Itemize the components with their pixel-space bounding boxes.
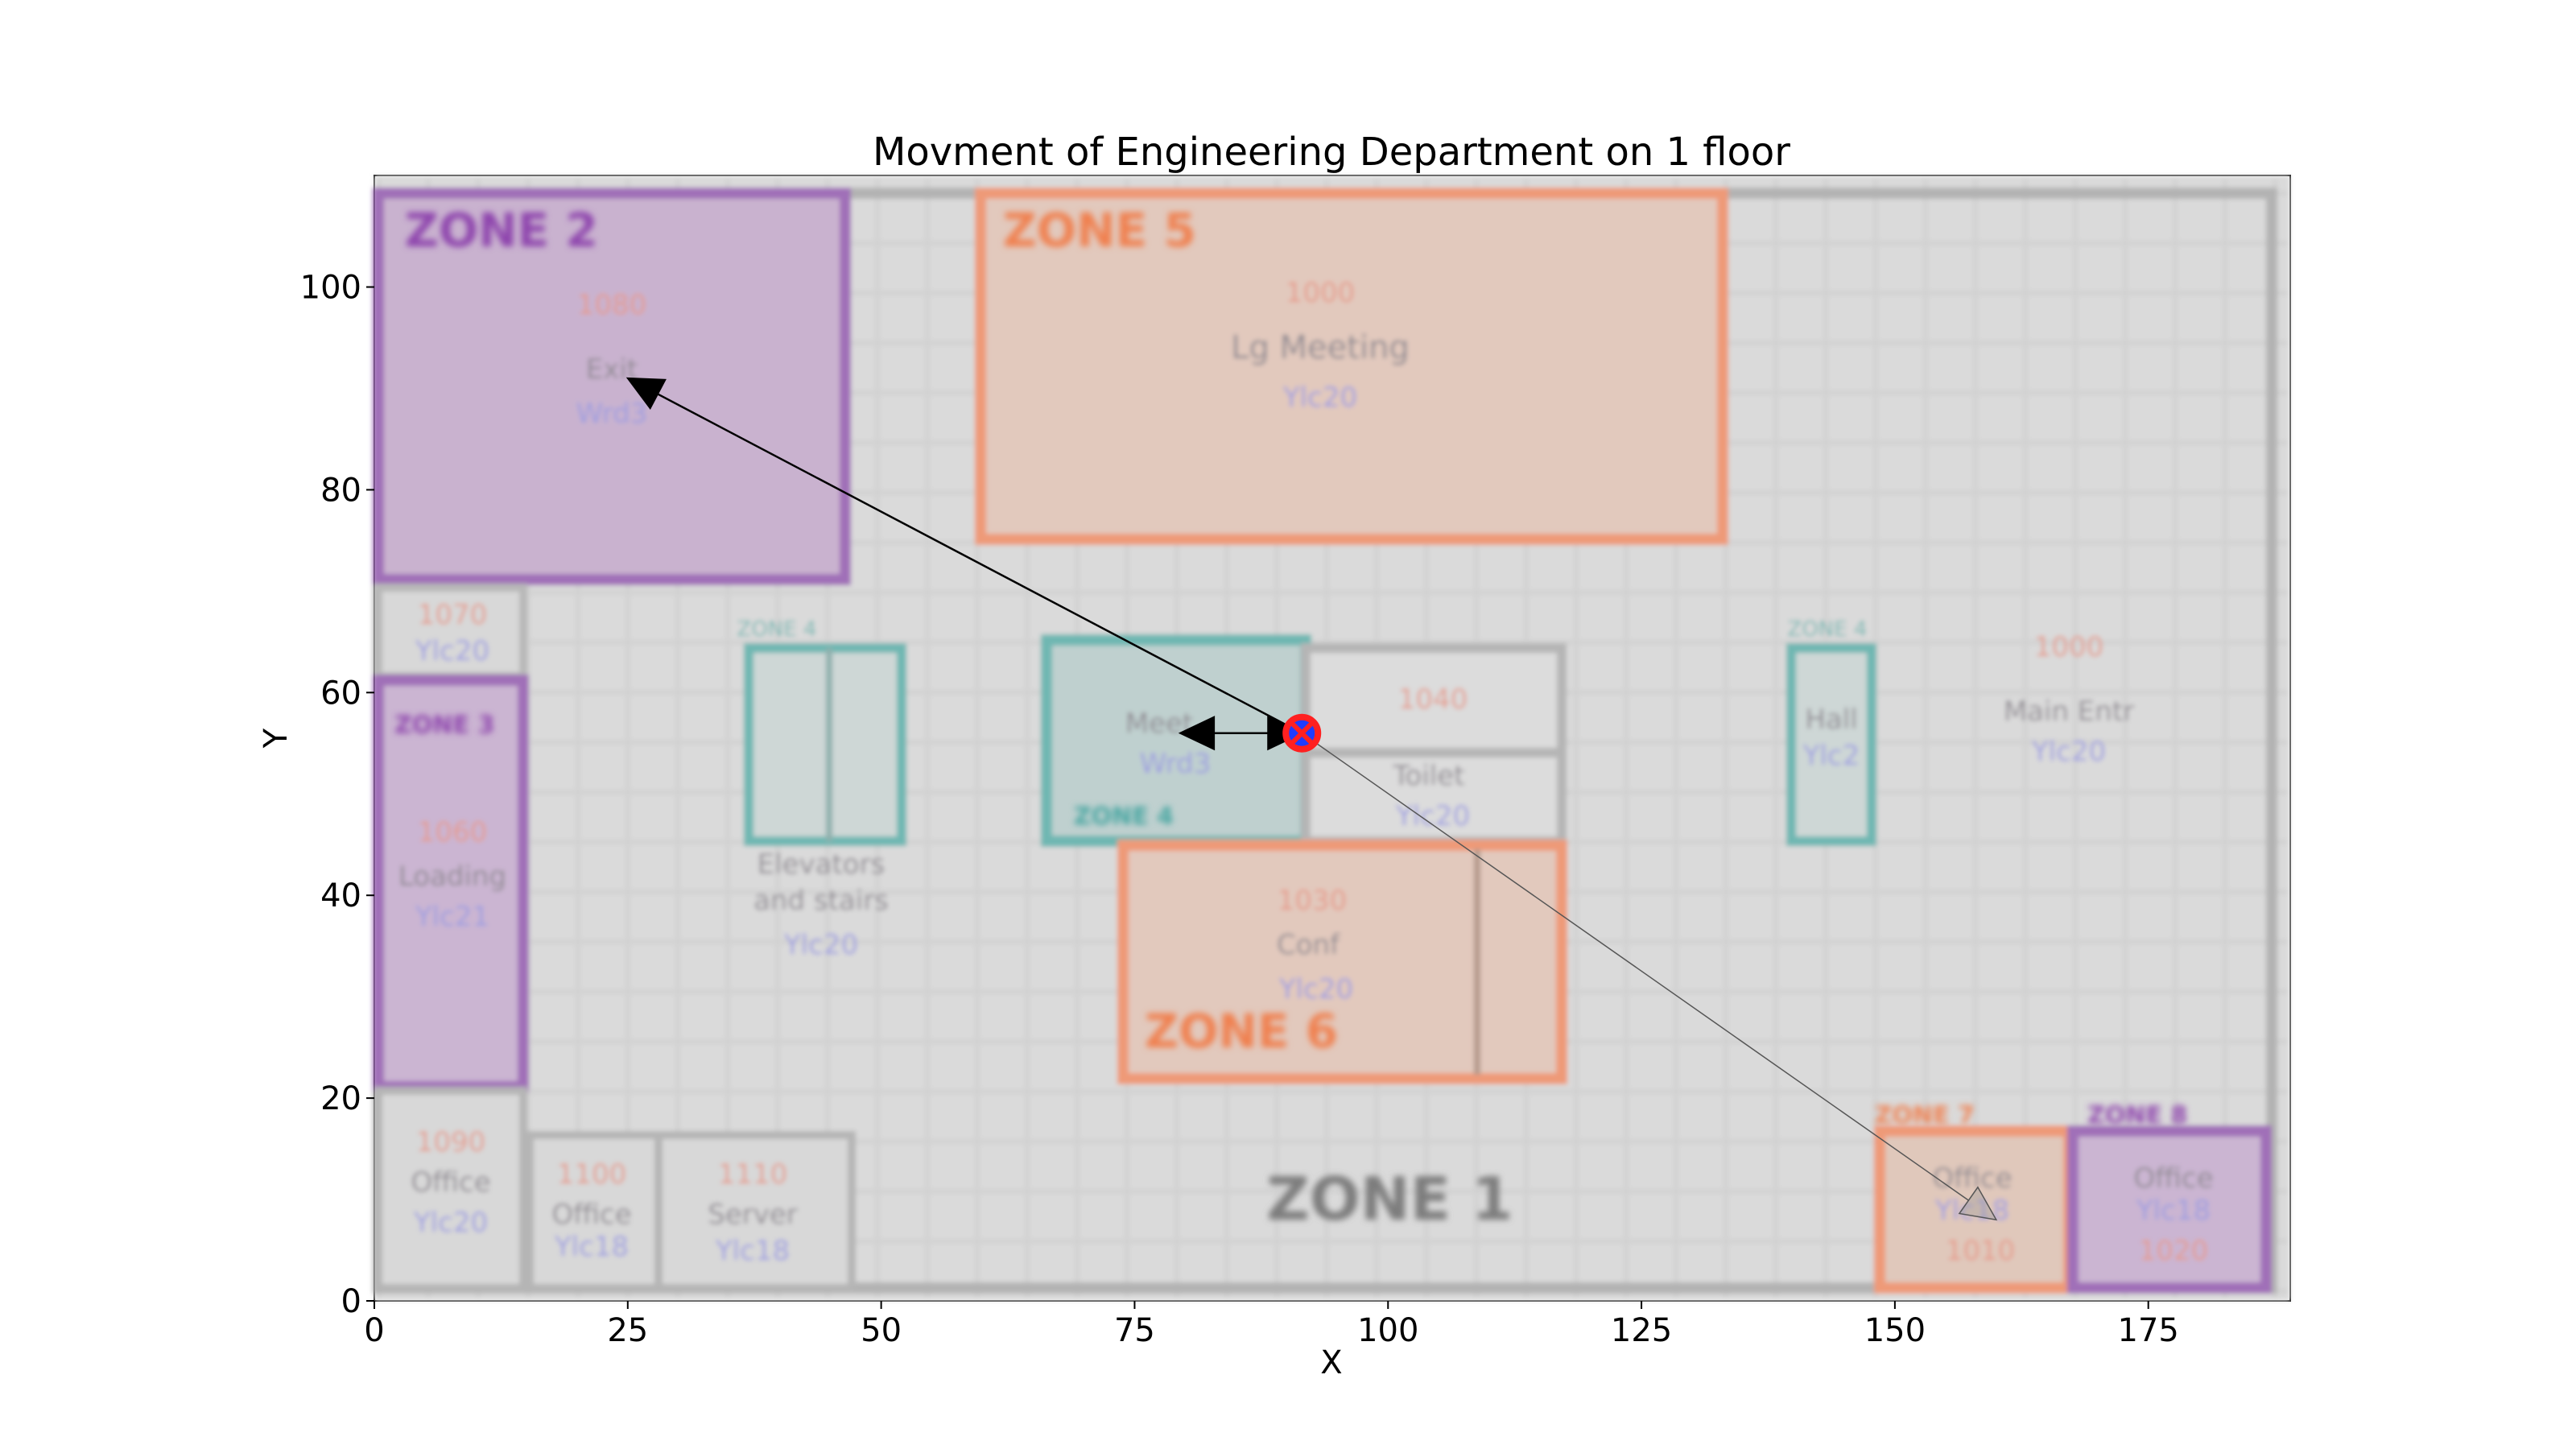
movement-arrow: [1301, 733, 1998, 1221]
chart-title: Movment of Engineering Department on 1 f…: [873, 130, 1790, 175]
x-tick-label: 100: [1357, 1312, 1418, 1349]
svg-text:1090: 1090: [416, 1126, 486, 1158]
svg-text:1110: 1110: [718, 1158, 788, 1191]
x-axis: 0 25 50 75 100 125 150 175: [364, 1301, 2179, 1349]
svg-text:1000: 1000: [1286, 277, 1356, 309]
svg-text:Ylc20: Ylc20: [1278, 973, 1353, 1005]
y-tick-label: 60: [320, 675, 361, 712]
zone-label: ZONE 8: [2087, 1102, 2187, 1130]
zone-label: ZONE 6: [1145, 1004, 1338, 1059]
svg-text:1010: 1010: [1946, 1235, 2016, 1267]
zone-label: ZONE 5: [1003, 203, 1196, 258]
zone-label: ZONE 7: [1875, 1102, 1975, 1130]
x-tick-label: 25: [607, 1312, 648, 1349]
svg-text:1020: 1020: [2139, 1235, 2209, 1267]
svg-text:Ylc18: Ylc18: [2136, 1195, 2211, 1227]
svg-text:Office: Office: [551, 1199, 631, 1231]
svg-text:Office: Office: [411, 1166, 490, 1199]
svg-text:Ylc21: Ylc21: [415, 901, 489, 933]
svg-text:Conf: Conf: [1277, 929, 1340, 961]
svg-text:1080: 1080: [577, 289, 647, 321]
zone-labels: ZONE 2 ZONE 5 ZONE 3 ZONE 4 ZONE 6 ZONE 7 ZONE…: [394, 203, 2187, 1234]
svg-text:ZONE 4: ZONE 4: [737, 617, 817, 642]
x-tick-label: 150: [1864, 1312, 1926, 1349]
x-tick-label: 175: [2118, 1312, 2179, 1349]
zone-label: ZONE 4: [1074, 803, 1174, 831]
svg-text:1030: 1030: [1278, 885, 1348, 917]
zone-label: ZONE 3: [394, 712, 494, 740]
svg-text:Elevators: Elevators: [758, 848, 886, 881]
svg-text:Toilet: Toilet: [1393, 760, 1465, 792]
floor-plan-image: 1080 Exit Wrd3 1000 Lg Meeting Ylc20 107…: [373, 175, 2290, 1301]
svg-text:1100: 1100: [557, 1158, 627, 1191]
start-point-cross: [1290, 720, 1315, 745]
svg-text:Server: Server: [708, 1199, 798, 1231]
svg-text:Ylc18: Ylc18: [1934, 1195, 2009, 1227]
arrow-head: [625, 377, 667, 411]
y-tick-label: 40: [320, 877, 361, 914]
svg-text:Ylc20: Ylc20: [783, 929, 858, 961]
movement-points: [1282, 713, 1322, 753]
svg-text:1070: 1070: [418, 599, 488, 631]
x-tick-label: 0: [364, 1312, 384, 1349]
zone-label: ZONE 2: [405, 203, 598, 258]
svg-text:Office: Office: [1932, 1162, 2012, 1195]
svg-text:and stairs: and stairs: [753, 885, 889, 917]
svg-text:Ylc2: Ylc2: [1802, 740, 1860, 772]
svg-text:1040: 1040: [1398, 683, 1468, 716]
svg-text:Wrd3: Wrd3: [576, 398, 648, 430]
svg-text:Ylc20: Ylc20: [415, 635, 489, 667]
svg-text:Office: Office: [2133, 1162, 2213, 1195]
svg-text:Wrd3: Wrd3: [1140, 748, 1212, 780]
svg-text:1060: 1060: [418, 816, 488, 848]
svg-text:Loading: Loading: [398, 861, 506, 893]
y-axis: 0 20 40 60 80 100: [300, 270, 374, 1320]
x-tick-label: 50: [861, 1312, 902, 1349]
svg-text:Lg Meeting: Lg Meeting: [1231, 329, 1410, 366]
svg-text:ZONE 4: ZONE 4: [1788, 617, 1868, 642]
svg-text:Ylc18: Ylc18: [715, 1235, 790, 1267]
y-tick-label: 20: [320, 1080, 361, 1117]
svg-text:Ylc18: Ylc18: [554, 1231, 629, 1263]
svg-text:Main Entr: Main Entr: [2004, 696, 2134, 728]
arrow-head: [1958, 1186, 1998, 1221]
svg-text:Ylc20: Ylc20: [1395, 800, 1470, 832]
x-tick-label: 75: [1114, 1312, 1155, 1349]
svg-text:Ylc20: Ylc20: [413, 1207, 488, 1239]
y-tick-label: 0: [341, 1283, 361, 1320]
movement-arrow: [625, 377, 1302, 734]
y-axis-label: Y: [258, 728, 295, 749]
zone-label: ZONE 1: [1266, 1165, 1513, 1234]
x-axis-label: X: [1320, 1344, 1342, 1381]
y-tick-label: 100: [300, 270, 361, 307]
svg-text:Ylc20: Ylc20: [2031, 736, 2106, 768]
x-tick-label: 125: [1611, 1312, 1672, 1349]
y-tick-label: 80: [320, 472, 361, 509]
svg-text:Ylc20: Ylc20: [1282, 382, 1357, 414]
movement-arrows: [625, 377, 1998, 1221]
svg-text:Hall: Hall: [1805, 704, 1857, 736]
svg-text:1000: 1000: [2034, 631, 2104, 663]
